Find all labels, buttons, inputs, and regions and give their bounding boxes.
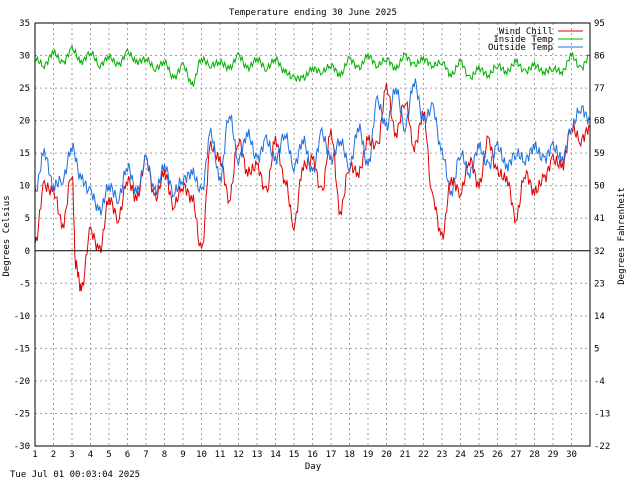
x-tick-label: 23 bbox=[437, 450, 448, 460]
x-tick-label: 14 bbox=[270, 450, 281, 460]
series-line-inside-temp bbox=[34, 44, 591, 87]
x-tick-label: 30 bbox=[566, 450, 577, 460]
x-tick-label: 25 bbox=[474, 450, 485, 460]
x-tick-label: 8 bbox=[162, 450, 167, 460]
y-tick-label-right: 77 bbox=[594, 84, 605, 94]
y-tick-label-right: 5 bbox=[594, 344, 599, 354]
y-tick-label-right: -22 bbox=[594, 442, 610, 452]
left-axis-ticks: 35 30 25 20 15 10 5 0 -5 -10 -15 -20 -25 -30 bbox=[14, 19, 30, 452]
x-tick-label: 1 bbox=[32, 450, 37, 460]
x-tick-label: 26 bbox=[492, 450, 503, 460]
x-tick-label: 27 bbox=[511, 450, 522, 460]
x-tick-label: 16 bbox=[307, 450, 318, 460]
x-tick-label: 4 bbox=[88, 450, 93, 460]
y-tick-label-left: 0 bbox=[25, 247, 30, 257]
x-tick-label: 17 bbox=[326, 450, 337, 460]
y-tick-label-left: -25 bbox=[14, 409, 30, 419]
y-tick-label-right: 50 bbox=[594, 182, 605, 192]
y-tick-label-right: 41 bbox=[594, 214, 605, 224]
x-tick-label: 12 bbox=[233, 450, 244, 460]
x-tick-label: 15 bbox=[289, 450, 300, 460]
y-tick-label-left: 25 bbox=[19, 84, 30, 94]
y-tick-label-left: 20 bbox=[19, 117, 30, 127]
chart-title: Temperature ending 30 June 2025 bbox=[229, 8, 397, 18]
y-tick-label-right: 23 bbox=[594, 279, 605, 289]
x-tick-label: 28 bbox=[529, 450, 540, 460]
series-group bbox=[34, 44, 591, 292]
y-axis-label-left: Degrees Celsius bbox=[2, 195, 12, 276]
y-tick-label-left: 10 bbox=[19, 182, 30, 192]
legend-label-wind-chill: Wind Chill bbox=[499, 27, 553, 37]
x-tick-label: 22 bbox=[418, 450, 429, 460]
x-tick-label: 13 bbox=[252, 450, 263, 460]
legend-label-outside-temp: Outside Temp bbox=[488, 43, 553, 53]
x-tick-label: 7 bbox=[143, 450, 148, 460]
y-tick-label-left: 15 bbox=[19, 149, 30, 159]
x-tick-label: 11 bbox=[215, 450, 226, 460]
y-axis-label-right: Degrees Fahrenheit bbox=[617, 187, 627, 285]
x-tick-label: 3 bbox=[69, 450, 74, 460]
y-tick-label-left: 35 bbox=[19, 19, 30, 29]
y-tick-label-right: 68 bbox=[594, 117, 605, 127]
y-tick-label-right: -4 bbox=[594, 377, 605, 387]
x-axis-label: Day bbox=[305, 462, 322, 472]
y-tick-label-right: 32 bbox=[594, 247, 605, 257]
series-line-outside-temp bbox=[34, 78, 591, 216]
x-tick-label: 20 bbox=[381, 450, 392, 460]
x-tick-label: 18 bbox=[344, 450, 355, 460]
x-tick-label: 10 bbox=[196, 450, 207, 460]
plot-frame bbox=[34, 22, 591, 447]
y-tick-label-left: 5 bbox=[25, 214, 30, 224]
y-tick-label-left: -5 bbox=[19, 279, 30, 289]
y-tick-label-right: 14 bbox=[594, 312, 605, 322]
timestamp-footer: Tue Jul 01 00:03:04 2025 bbox=[10, 470, 140, 480]
x-tick-label: 21 bbox=[400, 450, 411, 460]
y-tick-label-right: 86 bbox=[594, 52, 605, 62]
x-tick-label: 9 bbox=[180, 450, 185, 460]
x-axis-ticks: 1 2 3 4 5 6 7 8 9 10 11 12 13 14 15 16 17 18 19 20 21 22 23 24 2… bbox=[32, 450, 577, 460]
legend-label-inside-temp: Inside Temp bbox=[493, 35, 553, 45]
series-line-wind-chill bbox=[34, 82, 591, 292]
x-tick-label: 6 bbox=[125, 450, 130, 460]
y-tick-label-left: -20 bbox=[14, 377, 30, 387]
right-axis-ticks: 95 86 77 68 59 50 41 32 23 14 5 -4 -13 -22 bbox=[594, 19, 610, 452]
x-tick-label: 29 bbox=[548, 450, 559, 460]
y-tick-label-right: -13 bbox=[594, 409, 610, 419]
x-tick-label: 2 bbox=[51, 450, 56, 460]
y-tick-label-right: 95 bbox=[594, 19, 605, 29]
y-tick-label-left: -30 bbox=[14, 442, 30, 452]
y-tick-label-left: -10 bbox=[14, 312, 30, 322]
y-tick-label-left: 30 bbox=[19, 52, 30, 62]
x-tick-label: 24 bbox=[455, 450, 466, 460]
y-tick-label-left: -15 bbox=[14, 344, 30, 354]
y-tick-label-right: 59 bbox=[594, 149, 605, 159]
x-tick-label: 5 bbox=[106, 450, 111, 460]
x-tick-label: 19 bbox=[363, 450, 374, 460]
